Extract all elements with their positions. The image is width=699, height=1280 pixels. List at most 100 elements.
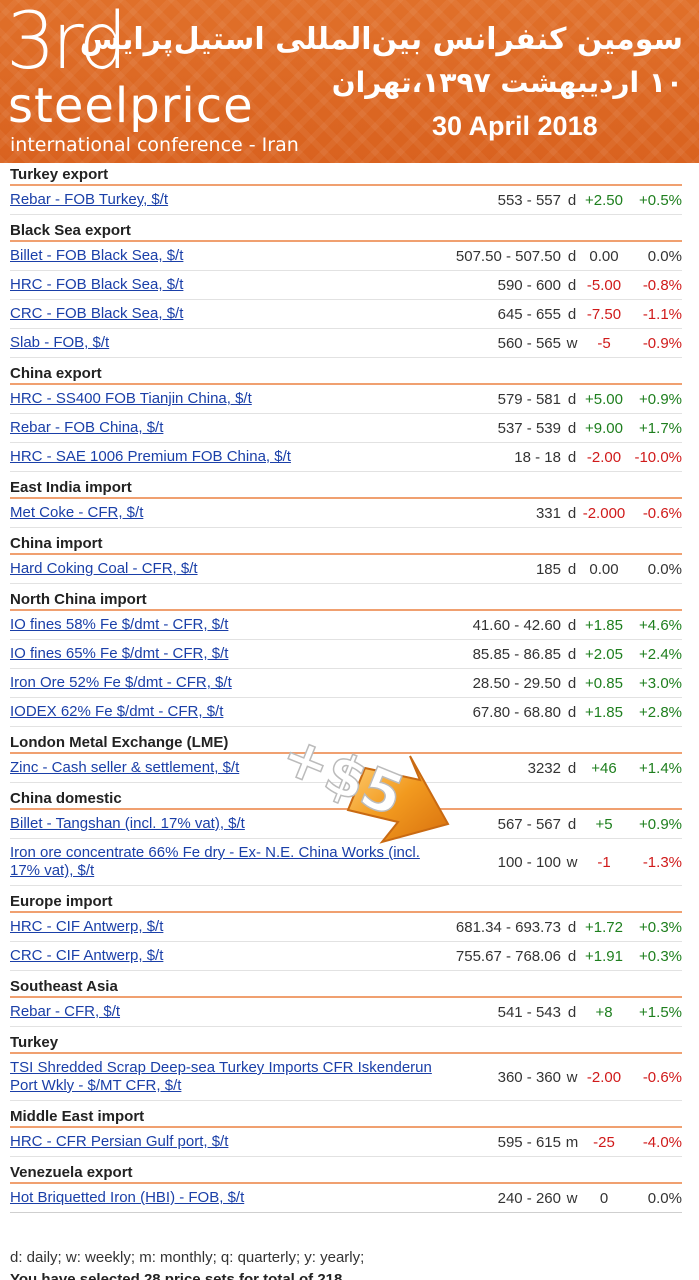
- price-row: Zinc - Cash seller & settlement, $/t 3232…: [10, 754, 682, 783]
- price-row: HRC - SAE 1006 Premium FOB China, $/t 18 …: [10, 443, 682, 472]
- price-range: 681.34 - 693.73: [455, 918, 561, 936]
- price-item-link[interactable]: Hard Coking Coal - CFR, $/t: [10, 560, 198, 577]
- price-frequency: d: [567, 191, 577, 209]
- price-change: +5.00: [585, 390, 623, 408]
- price-item-link[interactable]: TSI Shredded Scrap Deep-sea Turkey Impor…: [10, 1059, 432, 1094]
- price-row: Iron ore concentrate 66% Fe dry - Ex- N.…: [10, 839, 682, 886]
- price-row: HRC - FOB Black Sea, $/t 590 - 600 d -5.00 -…: [10, 271, 682, 300]
- price-change-percent: +1.5%: [639, 1003, 682, 1021]
- price-item-link[interactable]: Iron ore concentrate 66% Fe dry - Ex- N.…: [10, 844, 420, 879]
- price-frequency: d: [567, 815, 577, 833]
- price-row: Hot Briquetted Iron (HBI) - FOB, $/t 240 …: [10, 1184, 682, 1213]
- price-item-link[interactable]: Billet - FOB Black Sea, $/t: [10, 247, 184, 264]
- price-change-percent: +2.8%: [639, 703, 682, 721]
- logo-number: 3rd: [6, 0, 128, 87]
- price-row: Billet - FOB Black Sea, $/t 507.50 - 507.…: [10, 242, 682, 271]
- price-item-link[interactable]: IO fines 58% Fe $/dmt - CFR, $/t: [10, 616, 229, 633]
- price-item-link[interactable]: Rebar - FOB Turkey, $/t: [10, 191, 169, 208]
- price-item-link[interactable]: Iron Ore 52% Fe $/dmt - CFR, $/t: [10, 674, 232, 691]
- price-item-link[interactable]: Slab - FOB, $/t: [10, 334, 110, 351]
- price-range: 100 - 100: [497, 853, 561, 871]
- price-change: -2.000: [582, 504, 626, 522]
- price-change: -5.00: [586, 276, 622, 294]
- price-frequency: w: [566, 853, 578, 871]
- section-title: Middle East import: [10, 1107, 682, 1128]
- price-frequency: d: [567, 1003, 577, 1021]
- price-frequency: d: [567, 645, 577, 663]
- section-title: North China import: [10, 590, 682, 611]
- price-item-link[interactable]: Zinc - Cash seller & settlement, $/t: [10, 759, 240, 776]
- price-change-percent: +3.0%: [639, 674, 682, 692]
- price-item-link[interactable]: IO fines 65% Fe $/dmt - CFR, $/t: [10, 645, 229, 662]
- price-change: 0.00: [589, 560, 619, 578]
- price-change-percent: 0.0%: [647, 247, 682, 265]
- price-item-link[interactable]: Met Coke - CFR, $/t: [10, 504, 144, 521]
- price-item-link[interactable]: HRC - SS400 FOB Tianjin China, $/t: [10, 390, 252, 407]
- price-change: +1.91: [585, 947, 623, 965]
- price-item-link[interactable]: Rebar - FOB China, $/t: [10, 419, 164, 436]
- price-change: -25: [593, 1133, 615, 1151]
- price-range: 41.60 - 42.60: [472, 616, 561, 634]
- logo-word: steelprice: [8, 78, 254, 134]
- price-change-percent: -0.8%: [642, 276, 682, 294]
- price-range: 185: [535, 560, 561, 578]
- price-frequency: d: [567, 504, 577, 522]
- price-frequency: d: [567, 247, 577, 265]
- price-row: Iron Ore 52% Fe $/dmt - CFR, $/t 28.50 - …: [10, 669, 682, 698]
- price-frequency: d: [567, 918, 577, 936]
- conference-banner: 3rd steelprice international conference …: [0, 0, 699, 163]
- price-item-link[interactable]: HRC - CIF Antwerp, $/t: [10, 918, 164, 935]
- price-row: Billet - Tangshan (incl. 17% vat), $/t 56…: [10, 810, 682, 839]
- selection-summary: You have selected 28 price sets for tota…: [10, 1271, 343, 1280]
- price-range: 67.80 - 68.80: [472, 703, 561, 721]
- price-range: 645 - 655: [497, 305, 561, 323]
- section-title: Venezuela export: [10, 1163, 682, 1184]
- price-item-link[interactable]: HRC - FOB Black Sea, $/t: [10, 276, 184, 293]
- price-item-link[interactable]: Hot Briquetted Iron (HBI) - FOB, $/t: [10, 1189, 245, 1206]
- price-frequency: d: [567, 276, 577, 294]
- price-row: IO fines 65% Fe $/dmt - CFR, $/t 85.85 - …: [10, 640, 682, 669]
- price-range: 590 - 600: [497, 276, 561, 294]
- price-change: 0.00: [589, 247, 619, 265]
- price-item-link[interactable]: IODEX 62% Fe $/dmt - CFR, $/t: [10, 703, 224, 720]
- section-title: China export: [10, 364, 682, 385]
- price-change: +5: [595, 815, 613, 833]
- price-frequency: d: [567, 703, 577, 721]
- section-title: China import: [10, 534, 682, 555]
- price-change-percent: +0.5%: [639, 191, 682, 209]
- price-change: -1: [597, 853, 611, 871]
- price-change-percent: -1.1%: [642, 305, 682, 323]
- price-change-percent: -1.3%: [642, 853, 682, 871]
- price-item-link[interactable]: Rebar - CFR, $/t: [10, 1003, 121, 1020]
- price-row: Hard Coking Coal - CFR, $/t 185 d 0.00 0.0%: [10, 555, 682, 584]
- price-range: 3232: [527, 759, 561, 777]
- price-change: +8: [595, 1003, 613, 1021]
- price-item-link[interactable]: Billet - Tangshan (incl. 17% vat), $/t: [10, 815, 245, 832]
- price-item-link[interactable]: CRC - CIF Antwerp, $/t: [10, 947, 164, 964]
- price-change-percent: +0.9%: [639, 390, 682, 408]
- price-change: +9.00: [585, 419, 623, 437]
- price-change: +1.72: [585, 918, 623, 936]
- price-change-percent: -4.0%: [642, 1133, 682, 1151]
- price-row: CRC - FOB Black Sea, $/t 645 - 655 d -7.50 -…: [10, 300, 682, 329]
- price-change-percent: +0.9%: [639, 815, 682, 833]
- price-range: 541 - 543: [497, 1003, 561, 1021]
- price-range: 28.50 - 29.50: [472, 674, 561, 692]
- price-row: HRC - CFR Persian Gulf port, $/t 595 - 61…: [10, 1128, 682, 1157]
- price-frequency: m: [565, 1133, 579, 1151]
- price-range: 595 - 615: [497, 1133, 561, 1151]
- price-item-link[interactable]: HRC - SAE 1006 Premium FOB China, $/t: [10, 448, 291, 465]
- price-row: Rebar - FOB China, $/t 537 - 539 d +9.00 +1.…: [10, 414, 682, 443]
- section-title: London Metal Exchange (LME): [10, 733, 682, 754]
- price-change-percent: 0.0%: [647, 560, 682, 578]
- price-change-percent: 0.0%: [647, 1189, 682, 1207]
- price-range: 755.67 - 768.06: [455, 947, 561, 965]
- price-row: Slab - FOB, $/t 560 - 565 w -5 -0.9%: [10, 329, 682, 358]
- price-row: HRC - CIF Antwerp, $/t 681.34 - 693.73 d +1…: [10, 913, 682, 942]
- price-item-link[interactable]: CRC - FOB Black Sea, $/t: [10, 305, 184, 322]
- price-frequency: d: [567, 419, 577, 437]
- price-row: IODEX 62% Fe $/dmt - CFR, $/t 67.80 - 68.…: [10, 698, 682, 727]
- price-item-link[interactable]: HRC - CFR Persian Gulf port, $/t: [10, 1133, 229, 1150]
- price-change: +46: [591, 759, 617, 777]
- price-row: Rebar - CFR, $/t 541 - 543 d +8 +1.5%: [10, 998, 682, 1027]
